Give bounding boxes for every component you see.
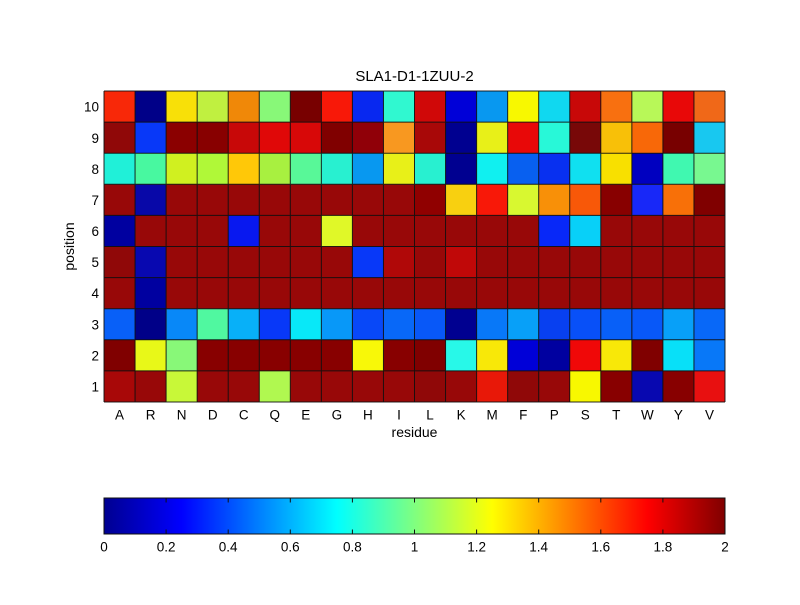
svg-text:6: 6 bbox=[91, 224, 99, 239]
svg-text:0.6: 0.6 bbox=[281, 540, 300, 555]
svg-text:position: position bbox=[61, 222, 77, 270]
svg-text:P: P bbox=[550, 408, 559, 423]
svg-text:1.8: 1.8 bbox=[654, 540, 673, 555]
svg-text:C: C bbox=[239, 408, 249, 423]
svg-text:2: 2 bbox=[91, 349, 99, 364]
svg-text:1.2: 1.2 bbox=[467, 540, 486, 555]
svg-text:K: K bbox=[457, 408, 466, 423]
svg-text:1: 1 bbox=[411, 540, 419, 555]
svg-text:3: 3 bbox=[91, 317, 99, 332]
svg-text:W: W bbox=[641, 408, 654, 423]
svg-text:T: T bbox=[612, 408, 620, 423]
svg-text:10: 10 bbox=[84, 100, 99, 115]
svg-text:1: 1 bbox=[91, 380, 99, 395]
svg-text:1.4: 1.4 bbox=[529, 540, 548, 555]
svg-text:S: S bbox=[581, 408, 590, 423]
svg-text:V: V bbox=[705, 408, 714, 423]
svg-text:I: I bbox=[397, 408, 401, 423]
svg-text:N: N bbox=[177, 408, 187, 423]
svg-text:9: 9 bbox=[91, 131, 99, 146]
svg-text:Q: Q bbox=[270, 408, 281, 423]
svg-text:L: L bbox=[426, 408, 434, 423]
svg-text:H: H bbox=[363, 408, 373, 423]
svg-text:F: F bbox=[519, 408, 527, 423]
svg-text:0.2: 0.2 bbox=[157, 540, 176, 555]
svg-text:1.6: 1.6 bbox=[591, 540, 610, 555]
svg-text:SLA1-D1-1ZUU-2: SLA1-D1-1ZUU-2 bbox=[355, 68, 473, 85]
svg-text:R: R bbox=[146, 408, 156, 423]
svg-text:M: M bbox=[486, 408, 497, 423]
svg-text:D: D bbox=[208, 408, 218, 423]
svg-text:E: E bbox=[301, 408, 310, 423]
svg-text:2: 2 bbox=[721, 540, 729, 555]
svg-text:G: G bbox=[332, 408, 343, 423]
svg-text:0.8: 0.8 bbox=[343, 540, 362, 555]
svg-text:residue: residue bbox=[392, 424, 438, 440]
svg-text:0: 0 bbox=[100, 540, 108, 555]
svg-text:A: A bbox=[115, 408, 124, 423]
svg-text:0.4: 0.4 bbox=[219, 540, 238, 555]
svg-text:4: 4 bbox=[91, 286, 99, 301]
svg-text:7: 7 bbox=[91, 193, 99, 208]
svg-text:8: 8 bbox=[91, 162, 99, 177]
svg-text:Y: Y bbox=[674, 408, 683, 423]
svg-text:5: 5 bbox=[91, 255, 99, 270]
